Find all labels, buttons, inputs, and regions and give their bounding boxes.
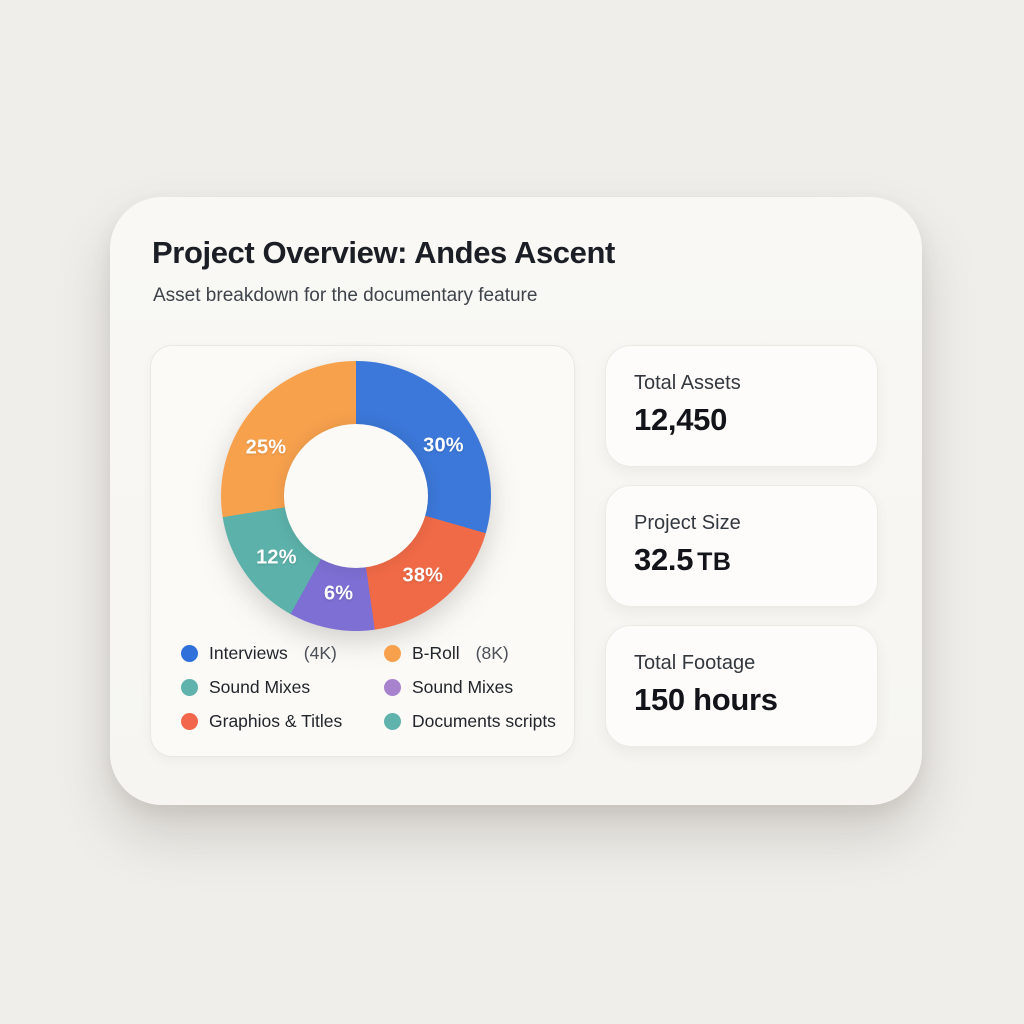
legend-item: B-Roll (8K) [384, 643, 556, 664]
slice-percent-label: 12% [256, 546, 297, 569]
legend-item: Interviews (4K) [181, 643, 384, 664]
slice-percent-label: 6% [323, 582, 354, 605]
page-title: Project Overview: Andes Ascent [152, 235, 615, 270]
stat-value: 32.5 TB [634, 542, 849, 578]
legend-label: Documents scripts [412, 711, 556, 731]
legend-dot [384, 713, 401, 730]
stat-value-suffix: TB [697, 548, 732, 576]
chart-legend: Interviews (4K) B-Roll (8K) Sound Mixes Sound… [181, 643, 556, 732]
legend-label-suffix: (4K) [303, 643, 337, 663]
legend-label: Interviews [209, 643, 288, 663]
donut-chart: 30% 38% 6% 12% 25% [221, 361, 491, 631]
legend-item: Documents scripts [384, 711, 556, 732]
legend-item: Graphios & Titles [181, 711, 384, 732]
legend-label: Graphios & Titles [209, 711, 343, 731]
legend-dot [384, 645, 401, 662]
stat-card-total-footage: Total Footage 150 hours [605, 625, 878, 747]
legend-dot [181, 645, 198, 662]
page-subtitle: Asset breakdown for the documentary feat… [153, 285, 538, 306]
legend-label: Sound Mixes [209, 677, 311, 697]
slice-percent-label: 38% [402, 564, 444, 587]
slice-percent-label: 30% [423, 434, 464, 456]
legend-label: B-Roll [412, 643, 460, 663]
legend-label: Sound Mixes [412, 677, 514, 697]
stat-label: Total Footage [634, 652, 756, 674]
stat-value: 12,450 [634, 402, 849, 438]
legend-item: Sound Mixes [181, 677, 384, 698]
legend-label-suffix: (8K) [475, 643, 509, 663]
donut-hole [284, 424, 428, 568]
legend-dot [181, 679, 198, 696]
legend-dot [181, 713, 198, 730]
slice-percent-label: 25% [245, 436, 287, 459]
stat-label: Project Size [634, 512, 741, 534]
stat-value-number: 12,450 [634, 402, 728, 437]
legend-item: Sound Mixes [384, 677, 556, 698]
stats-column: Total Assets 12,450 Project Size 32.5 TB … [605, 345, 878, 747]
stat-card-total-assets: Total Assets 12,450 [605, 345, 878, 467]
legend-dot [384, 679, 401, 696]
asset-breakdown-panel: 30% 38% 6% 12% 25% Interviews (4K) B-Roll (8K) S… [150, 345, 575, 757]
stat-label: Total Assets [634, 372, 741, 394]
project-overview-card: Project Overview: Andes Ascent Asset bre… [110, 197, 922, 805]
stat-value-number: 150 hours [634, 682, 778, 717]
stat-card-project-size: Project Size 32.5 TB [605, 485, 878, 607]
stat-value-number: 32.5 [634, 542, 694, 577]
stat-value: 150 hours [634, 682, 849, 718]
